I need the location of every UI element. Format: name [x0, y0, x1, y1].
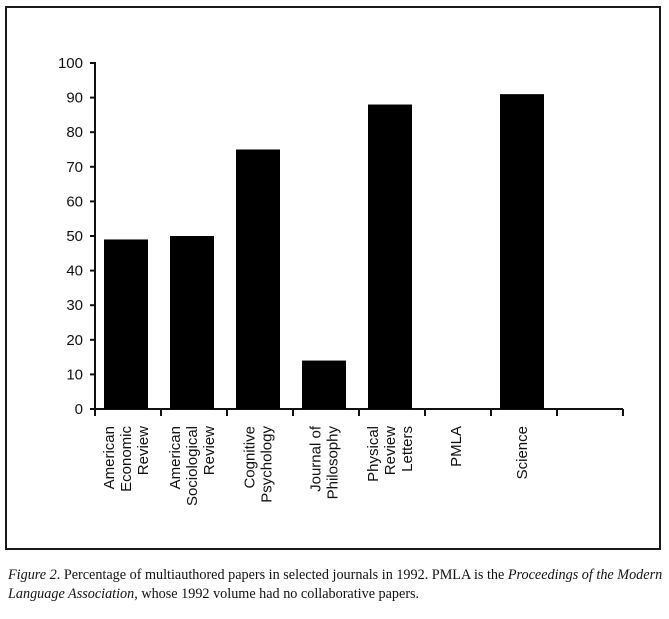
figure-caption: Figure 2. Percentage of multiauthored pa…: [8, 566, 663, 604]
category-label: American: [167, 426, 184, 489]
y-tick-label: 100: [58, 55, 83, 72]
category-label: Psychology: [259, 426, 276, 503]
y-tick-label: 0: [75, 401, 83, 418]
caption-label: Figure 2: [8, 567, 57, 583]
bar: [368, 104, 412, 410]
caption-text-1: . Percentage of multiauthored papers in …: [56, 567, 508, 583]
y-tick-label: 30: [66, 297, 83, 314]
bars: [104, 94, 544, 410]
category-label: Science: [514, 426, 531, 479]
x-axis: [94, 408, 624, 416]
y-tick-label: 20: [66, 332, 83, 349]
caption-text-2: , whose 1992 volume had no collaborative…: [134, 586, 420, 602]
bar: [170, 236, 214, 409]
category-label: Review: [201, 426, 218, 475]
category-label: Review: [382, 426, 399, 475]
category-label: Letters: [399, 426, 416, 472]
y-tick-label: 70: [66, 159, 83, 176]
y-tick-label: 80: [66, 124, 83, 141]
category-label: Economic: [118, 426, 135, 492]
category-label: Sociological: [184, 426, 201, 506]
y-tick-label: 10: [66, 366, 83, 383]
caption-italic-1: Proceedings of the Modern Language Assoc…: [8, 567, 663, 602]
y-tick-label: 40: [66, 263, 83, 280]
y-tick-label: 90: [66, 90, 83, 107]
y-tick-label: 50: [66, 228, 83, 245]
category-label: American: [101, 426, 118, 489]
bar: [104, 239, 148, 409]
y-axis: 0 10 20 30 40 50 60 70 80 90 100: [58, 55, 96, 418]
category-label: Journal of: [308, 425, 325, 492]
bar: [500, 94, 544, 409]
category-label: Physical: [365, 426, 382, 482]
category-label: PMLA: [448, 426, 465, 467]
y-tick-label: 60: [66, 193, 83, 210]
bar: [236, 149, 280, 409]
category-label: Cognitive: [242, 426, 259, 489]
bar: [302, 360, 346, 409]
category-labels: American Economic Review American Sociologic…: [101, 425, 531, 506]
category-label: Review: [135, 426, 152, 475]
category-label: Philosophy: [325, 426, 342, 500]
